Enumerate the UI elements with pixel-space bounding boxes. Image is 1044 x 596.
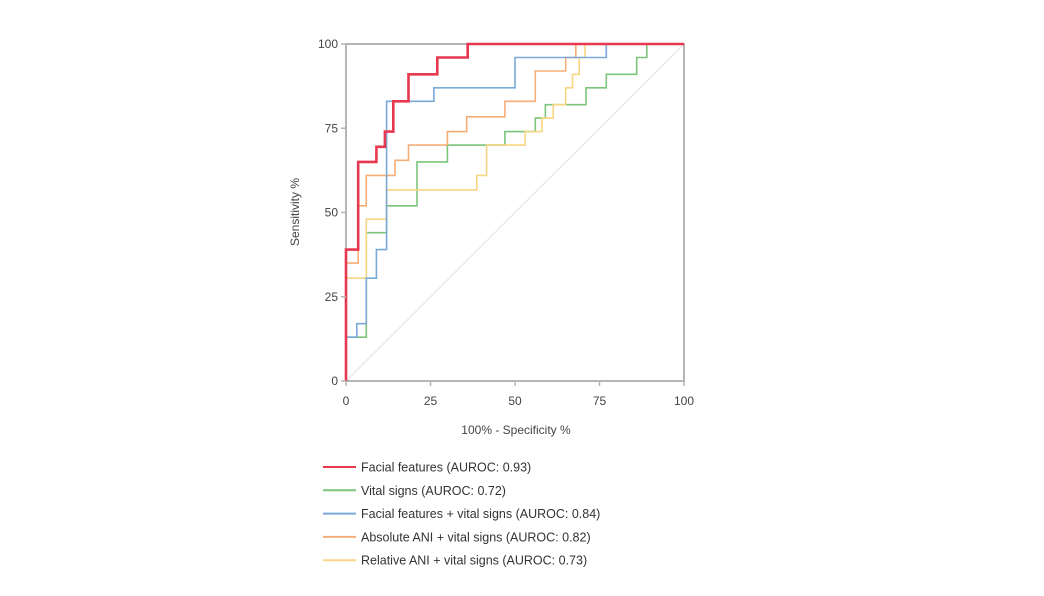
y-tick-label: 50 <box>325 206 339 220</box>
y-tick-label: 75 <box>325 121 339 135</box>
x-axis-title: 100% - Specificity % <box>461 423 571 437</box>
legend-label: Relative ANI + vital signs (AUROC: 0.73) <box>361 554 587 568</box>
reference-line <box>345 43 685 382</box>
x-tick-label: 50 <box>508 394 522 408</box>
y-tick-label: 100 <box>318 37 338 51</box>
y-axis-title: Sensitivity % <box>288 178 302 246</box>
x-tick-label: 75 <box>593 394 607 408</box>
legend-label: Vital signs (AUROC: 0.72) <box>361 484 506 498</box>
axis-ticks: 0 25 50 75 100 0 25 50 75 100 <box>318 37 694 408</box>
y-tick-label: 25 <box>325 290 339 304</box>
legend-label: Absolute ANI + vital signs (AUROC: 0.82) <box>361 530 591 544</box>
series-line-2 <box>345 43 684 381</box>
x-tick-label: 100 <box>674 394 694 408</box>
y-tick-label: 0 <box>331 374 338 388</box>
series-line-0 <box>344 42 684 381</box>
reference-diagonal <box>345 43 685 382</box>
series-line-3 <box>345 43 684 381</box>
x-tick-label: 25 <box>424 394 438 408</box>
series-lines <box>344 42 684 381</box>
legend-label: Facial features + vital signs (AUROC: 0.… <box>361 507 600 521</box>
legend: Facial features (AUROC: 0.93) Vital signs… <box>323 461 600 568</box>
legend-label: Facial features (AUROC: 0.93) <box>361 461 531 475</box>
x-tick-label: 0 <box>343 394 350 408</box>
